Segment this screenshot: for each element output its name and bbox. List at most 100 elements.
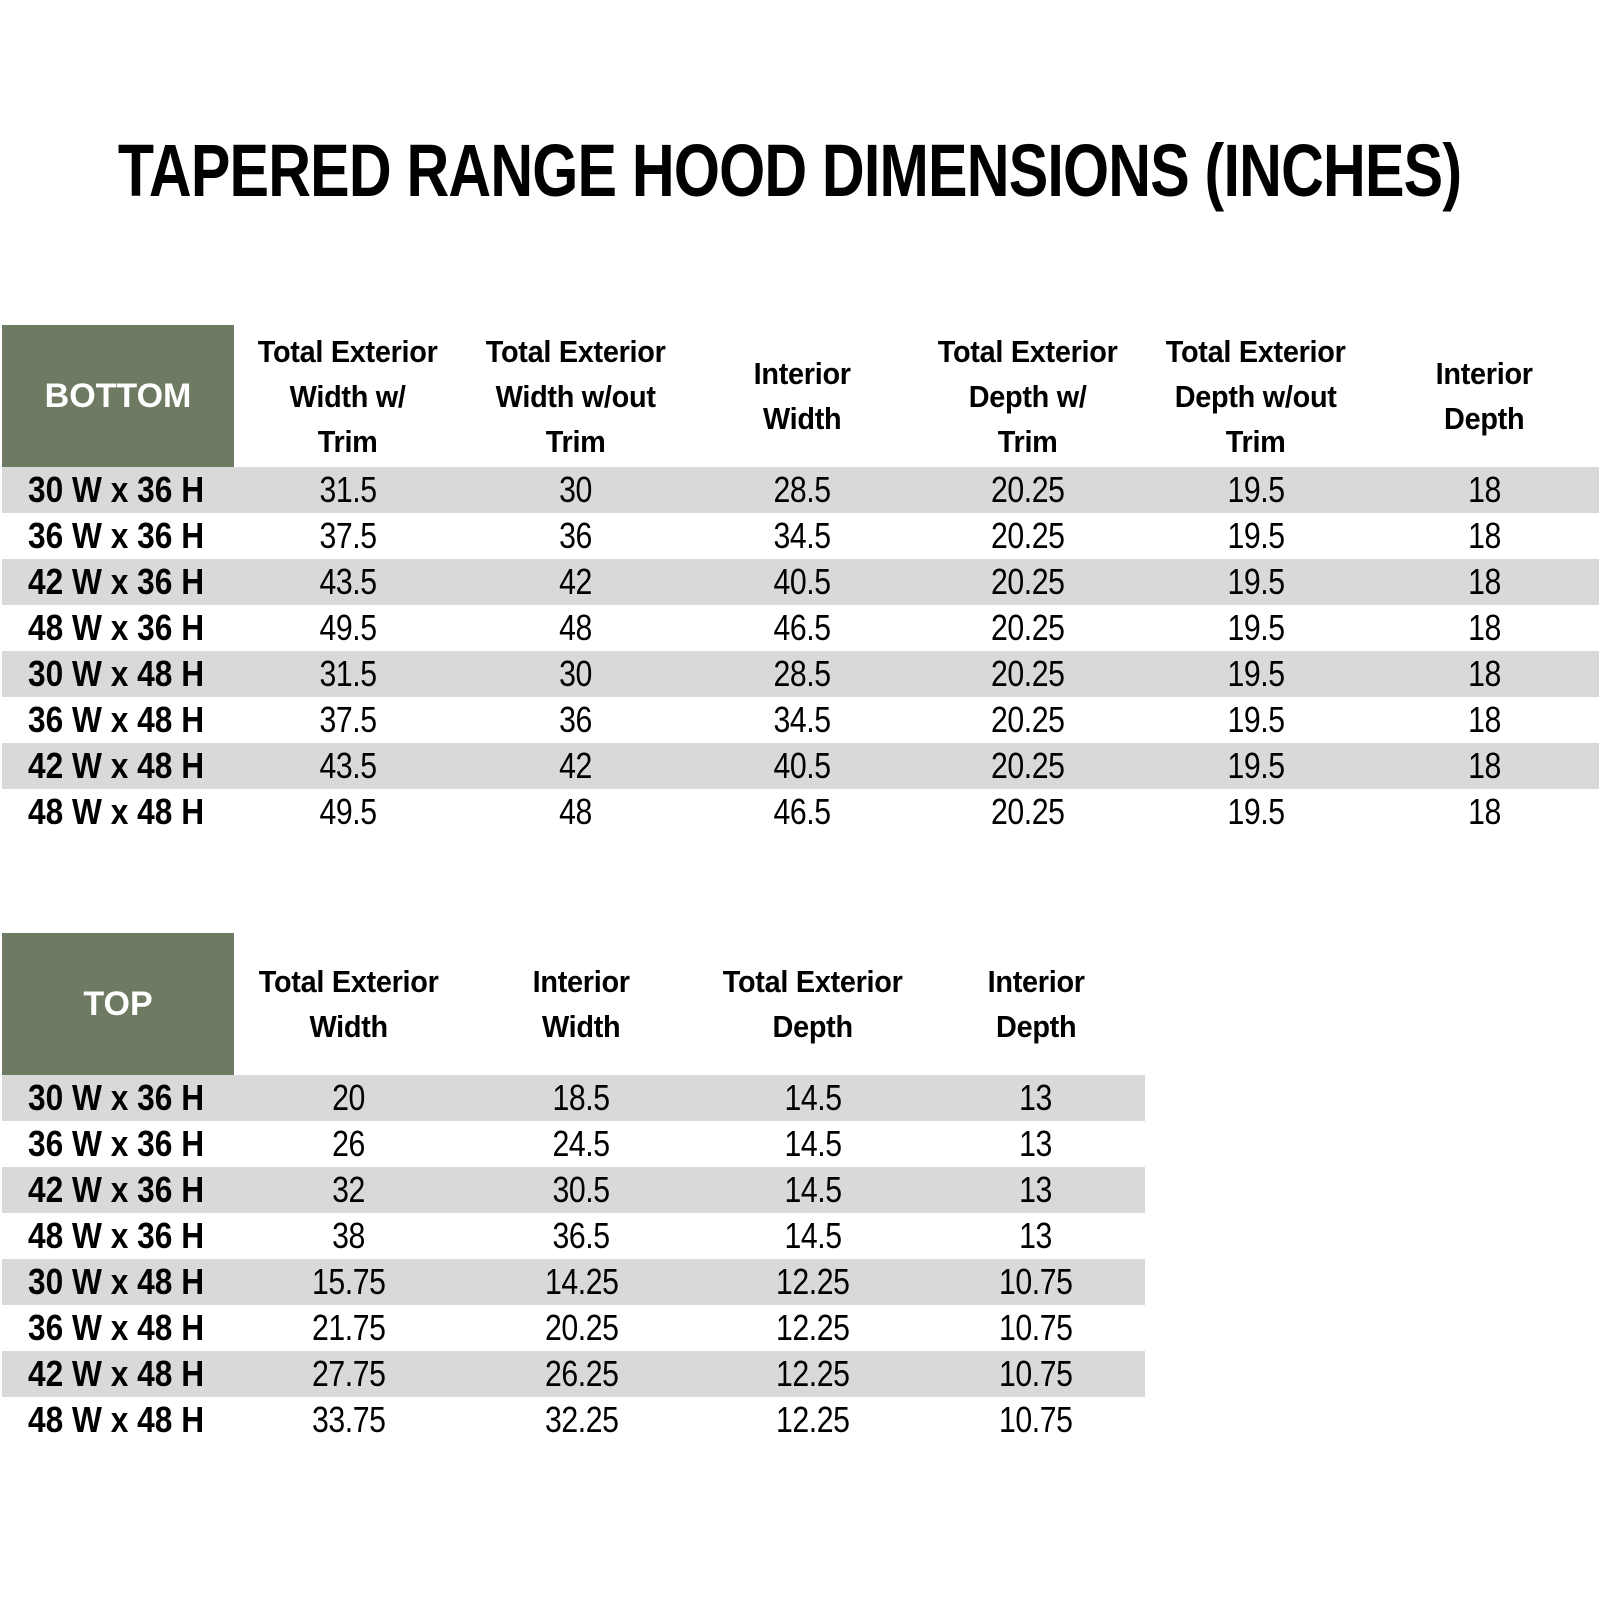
dimension-value: 21.75 bbox=[312, 1307, 386, 1348]
dimension-value-cell: 18 bbox=[1370, 513, 1599, 559]
bottom_table-column-header: Total Exterior Depth w/ Trim bbox=[914, 325, 1142, 467]
dimension-value-cell: 19.5 bbox=[1142, 697, 1370, 743]
dimension-value-cell: 20.25 bbox=[914, 789, 1142, 835]
dimension-value-cell: 12.25 bbox=[699, 1305, 927, 1351]
dimension-value: 20.25 bbox=[991, 469, 1065, 510]
dimension-value: 32.25 bbox=[544, 1399, 619, 1440]
table-row: 36 W x 48 H 37.5 36 34.5 20.25 19.5 18 bbox=[2, 697, 1599, 743]
dimension-value: 34.5 bbox=[773, 515, 831, 556]
dimension-value: 30.5 bbox=[552, 1169, 611, 1210]
top_table-column-header: Interior Depth bbox=[927, 933, 1145, 1075]
dimension-value-cell: 18.5 bbox=[464, 1075, 699, 1121]
dimension-value: 20.25 bbox=[991, 561, 1065, 602]
dimension-value: 15.75 bbox=[312, 1261, 386, 1302]
dimension-value: 20.25 bbox=[991, 607, 1065, 648]
dimension-value: 42 bbox=[559, 561, 593, 602]
dimension-value-cell: 49.5 bbox=[234, 605, 462, 651]
dimension-value-cell: 37.5 bbox=[234, 697, 462, 743]
column-header-label: Total Exterior Depth w/ Trim bbox=[938, 333, 1118, 459]
dimension-value: 26.25 bbox=[544, 1353, 619, 1394]
row-size-label: 42 W x 48 H bbox=[2, 743, 234, 789]
top_table-column-header: Total Exterior Depth bbox=[699, 933, 927, 1075]
dimension-value-cell: 20.25 bbox=[914, 743, 1142, 789]
table-row: 48 W x 36 H 49.5 48 46.5 20.25 19.5 18 bbox=[2, 605, 1599, 651]
dimension-value-cell: 36 bbox=[462, 697, 690, 743]
dimension-value: 19.5 bbox=[1227, 699, 1285, 740]
dimension-value-cell: 14.5 bbox=[699, 1075, 927, 1121]
dimension-value: 18 bbox=[1468, 469, 1501, 510]
dimension-value-cell: 48 bbox=[462, 605, 690, 651]
dimension-value: 43.5 bbox=[319, 745, 377, 786]
dimension-value: 37.5 bbox=[319, 699, 377, 740]
dimension-value-cell: 14.5 bbox=[699, 1213, 927, 1259]
column-header-label: Total Exterior Depth w/out Trim bbox=[1166, 333, 1346, 459]
dimension-value-cell: 49.5 bbox=[234, 789, 462, 835]
dimension-value-cell: 19.5 bbox=[1142, 605, 1370, 651]
dimension-value-cell: 21.75 bbox=[234, 1305, 464, 1351]
dimension-value-cell: 46.5 bbox=[690, 605, 914, 651]
table-row: 30 W x 48 H 15.75 14.25 12.25 10.75 bbox=[2, 1259, 1145, 1305]
dimension-value: 19.5 bbox=[1227, 515, 1285, 556]
dimension-value-cell: 20.25 bbox=[914, 513, 1142, 559]
dimension-value: 10.75 bbox=[999, 1353, 1073, 1394]
dimension-value: 28.5 bbox=[773, 469, 831, 510]
dimension-value-cell: 10.75 bbox=[927, 1305, 1145, 1351]
dimension-value-cell: 19.5 bbox=[1142, 467, 1370, 513]
dimension-value-cell: 48 bbox=[462, 789, 690, 835]
dimension-value-cell: 30 bbox=[462, 651, 690, 697]
row-size-label-text: 42 W x 36 H bbox=[28, 561, 205, 602]
column-header-label: Interior Depth bbox=[1435, 356, 1534, 436]
dimension-value: 13 bbox=[1019, 1215, 1053, 1256]
row-size-label: 36 W x 36 H bbox=[2, 513, 234, 559]
dimension-value-cell: 15.75 bbox=[234, 1259, 464, 1305]
row-size-label-text: 48 W x 48 H bbox=[28, 791, 205, 832]
row-size-label: 48 W x 36 H bbox=[2, 1213, 234, 1259]
bottom_table-header-row: BOTTOM Total Exterior Width w/ Trim Total … bbox=[2, 325, 1599, 467]
dimension-value: 10.75 bbox=[999, 1307, 1073, 1348]
dimension-value-cell: 19.5 bbox=[1142, 513, 1370, 559]
dimension-value: 20.25 bbox=[991, 515, 1065, 556]
dimension-value: 14.5 bbox=[784, 1169, 842, 1210]
dimension-value: 27.75 bbox=[312, 1353, 386, 1394]
row-size-label-text: 42 W x 48 H bbox=[28, 745, 205, 786]
table-row: 42 W x 48 H 27.75 26.25 12.25 10.75 bbox=[2, 1351, 1145, 1397]
page-title-text: TAPERED RANGE HOOD DIMENSIONS (INCHES) bbox=[118, 128, 1462, 212]
dimension-value: 28.5 bbox=[773, 653, 831, 694]
dimension-value-cell: 32.25 bbox=[464, 1397, 699, 1443]
dimension-value-cell: 46.5 bbox=[690, 789, 914, 835]
dimension-value-cell: 20.25 bbox=[914, 605, 1142, 651]
row-size-label-text: 30 W x 36 H bbox=[28, 1077, 205, 1118]
bottom_table-corner-label: BOTTOM bbox=[2, 325, 234, 467]
dimension-value: 14.5 bbox=[784, 1215, 842, 1256]
dimension-value: 10.75 bbox=[999, 1261, 1073, 1302]
column-header-label: Total Exterior Width bbox=[259, 964, 439, 1044]
table-row: 30 W x 36 H 31.5 30 28.5 20.25 19.5 18 bbox=[2, 467, 1599, 513]
top_table-column-header: Interior Width bbox=[464, 933, 699, 1075]
dimension-value: 14.5 bbox=[784, 1077, 842, 1118]
dimension-value: 13 bbox=[1019, 1123, 1053, 1164]
dimension-value: 38 bbox=[332, 1215, 366, 1256]
dimension-value-cell: 10.75 bbox=[927, 1259, 1145, 1305]
row-size-label-text: 42 W x 36 H bbox=[28, 1169, 205, 1210]
dimension-value: 36 bbox=[559, 515, 593, 556]
dimension-value: 30 bbox=[559, 653, 593, 694]
column-header-label: Total Exterior Width w/ Trim bbox=[258, 333, 438, 459]
dimension-value: 40.5 bbox=[773, 561, 831, 602]
dimension-value: 19.5 bbox=[1227, 469, 1285, 510]
dimension-value-cell: 34.5 bbox=[690, 513, 914, 559]
dimension-value: 49.5 bbox=[319, 791, 377, 832]
dimension-value-cell: 18 bbox=[1370, 697, 1599, 743]
table-row: 48 W x 48 H 49.5 48 46.5 20.25 19.5 18 bbox=[2, 789, 1599, 835]
dimension-value-cell: 14.5 bbox=[699, 1121, 927, 1167]
dimension-value: 46.5 bbox=[773, 607, 831, 648]
bottom_table-column-header: Interior Depth bbox=[1370, 325, 1599, 467]
table-row: 42 W x 48 H 43.5 42 40.5 20.25 19.5 18 bbox=[2, 743, 1599, 789]
dimension-value-cell: 42 bbox=[462, 559, 690, 605]
dimension-value: 12.25 bbox=[776, 1399, 850, 1440]
dimension-value: 19.5 bbox=[1227, 791, 1285, 832]
dimension-value: 30 bbox=[559, 469, 593, 510]
dimension-value-cell: 20.25 bbox=[914, 559, 1142, 605]
dimension-value-cell: 43.5 bbox=[234, 743, 462, 789]
dimension-value-cell: 28.5 bbox=[690, 467, 914, 513]
dimension-value: 20.25 bbox=[991, 653, 1065, 694]
